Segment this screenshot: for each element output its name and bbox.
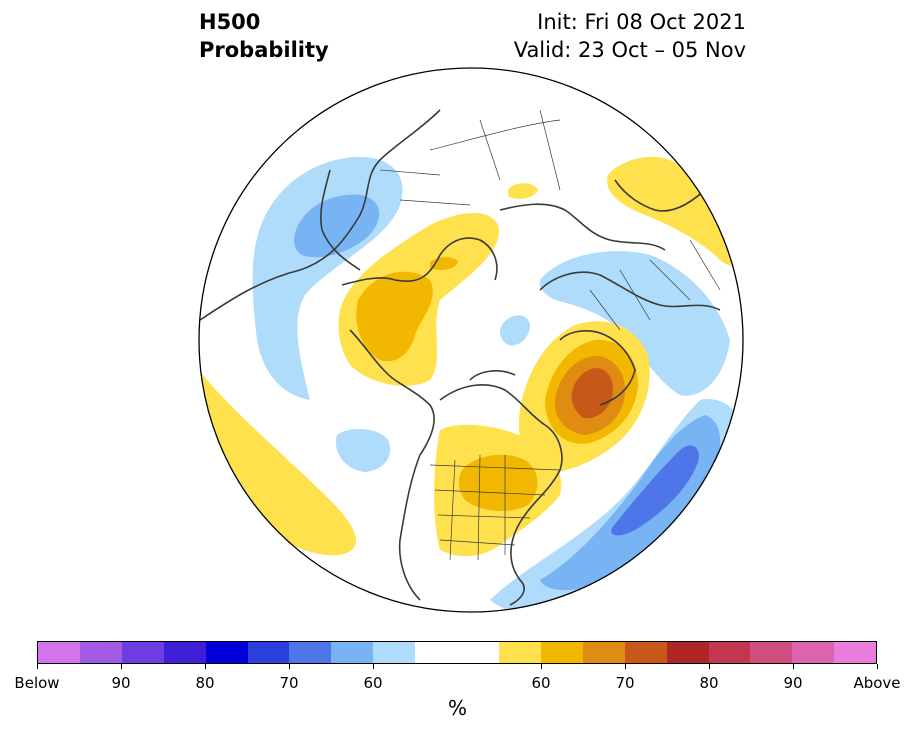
colorbar-tick-label: 80 xyxy=(195,674,215,692)
colorbar-tick-label: 80 xyxy=(699,674,719,692)
colorbar-tick-label: Below xyxy=(14,674,60,692)
border xyxy=(429,119,561,151)
coastline xyxy=(559,330,636,406)
field-title: H500 xyxy=(199,10,261,34)
colorbar-swatch xyxy=(163,642,206,663)
coastline xyxy=(499,203,666,251)
colorbar-tick xyxy=(792,664,794,669)
title-left: H500 Probability xyxy=(199,8,329,64)
coastline xyxy=(199,109,441,321)
colorbar-tick xyxy=(540,664,542,669)
colorbar-tick xyxy=(120,664,122,669)
colorbar-swatch xyxy=(121,642,164,663)
border xyxy=(449,459,456,561)
anomaly-region xyxy=(458,454,538,512)
anomaly-region xyxy=(611,445,699,536)
anomaly-region xyxy=(571,368,613,419)
border xyxy=(479,119,501,181)
colorbar-swatch xyxy=(624,642,667,663)
colorbar-swatch xyxy=(205,642,248,663)
colorbar-swatch xyxy=(415,642,458,663)
colorbar-tick-label: 60 xyxy=(363,674,383,692)
globe-outline xyxy=(198,67,744,613)
colorbar-tick xyxy=(708,664,710,669)
coastline xyxy=(341,237,498,286)
border xyxy=(437,514,531,519)
coastline xyxy=(614,179,711,212)
colorbar-swatch xyxy=(38,642,80,663)
colorbar-tick xyxy=(204,664,206,669)
colorbar-swatch xyxy=(666,642,709,663)
border xyxy=(477,454,481,561)
colorbar-swatch xyxy=(331,642,374,663)
colorbar-tick-label: Above xyxy=(853,674,901,692)
anomaly-region xyxy=(607,156,743,266)
colorbar-swatch xyxy=(792,642,835,663)
colorbar-swatch xyxy=(582,642,625,663)
coastline xyxy=(398,454,421,601)
colorbar-swatch xyxy=(708,642,751,663)
colorbar-swatch xyxy=(247,642,290,663)
coastline xyxy=(349,329,435,456)
borders xyxy=(379,109,721,561)
coastline xyxy=(539,271,721,311)
init-date: Init: Fri 08 Oct 2021 xyxy=(537,10,746,34)
border xyxy=(689,239,721,291)
anomaly-region xyxy=(500,315,530,346)
coastline xyxy=(469,370,516,381)
colorbar-tick xyxy=(624,664,626,669)
coastline xyxy=(320,169,361,271)
colorbar-tick-label: 90 xyxy=(111,674,131,692)
border xyxy=(649,259,691,301)
coastlines xyxy=(199,109,721,606)
title-right: Init: Fri 08 Oct 2021 Valid: 23 Oct – 05… xyxy=(514,8,746,64)
colorbar-tick xyxy=(372,664,374,669)
colorbar-tick-label: 60 xyxy=(531,674,551,692)
anomaly-region xyxy=(294,194,380,258)
border xyxy=(539,109,561,191)
product-title: Probability xyxy=(199,38,329,62)
border xyxy=(379,169,441,176)
colorbar-swatch xyxy=(540,642,583,663)
colorbar-swatch xyxy=(373,642,416,663)
colorbar-units: % xyxy=(447,696,467,720)
colorbar-tick-label: 70 xyxy=(279,674,299,692)
border xyxy=(589,289,621,331)
border xyxy=(429,464,561,471)
colorbar-tick xyxy=(36,664,38,669)
colorbar-tick xyxy=(288,664,290,669)
valid-range: Valid: 23 Oct – 05 Nov xyxy=(513,38,746,62)
colorbar-swatch xyxy=(289,642,332,663)
colorbar-tick-label: 70 xyxy=(615,674,635,692)
border xyxy=(399,199,471,206)
colorbar-swatch xyxy=(457,642,499,663)
anomaly-region xyxy=(508,183,538,199)
colorbar xyxy=(37,641,877,664)
colorbar-tick xyxy=(876,664,878,669)
border xyxy=(619,269,651,321)
colorbar-swatch xyxy=(498,642,541,663)
colorbar-tick-label: 90 xyxy=(783,674,803,692)
border xyxy=(439,539,516,546)
anomaly-region xyxy=(539,251,730,396)
colorbar-ticks xyxy=(0,664,915,672)
colorbar-swatch xyxy=(834,642,877,663)
colorbar-swatch xyxy=(750,642,793,663)
anomaly-region xyxy=(356,271,433,362)
colorbar-tick-labels: Below 90 80 70 60 60 70 80 90 Above xyxy=(0,674,915,694)
colorbar-swatch xyxy=(79,642,122,663)
anomaly-region xyxy=(335,428,391,472)
